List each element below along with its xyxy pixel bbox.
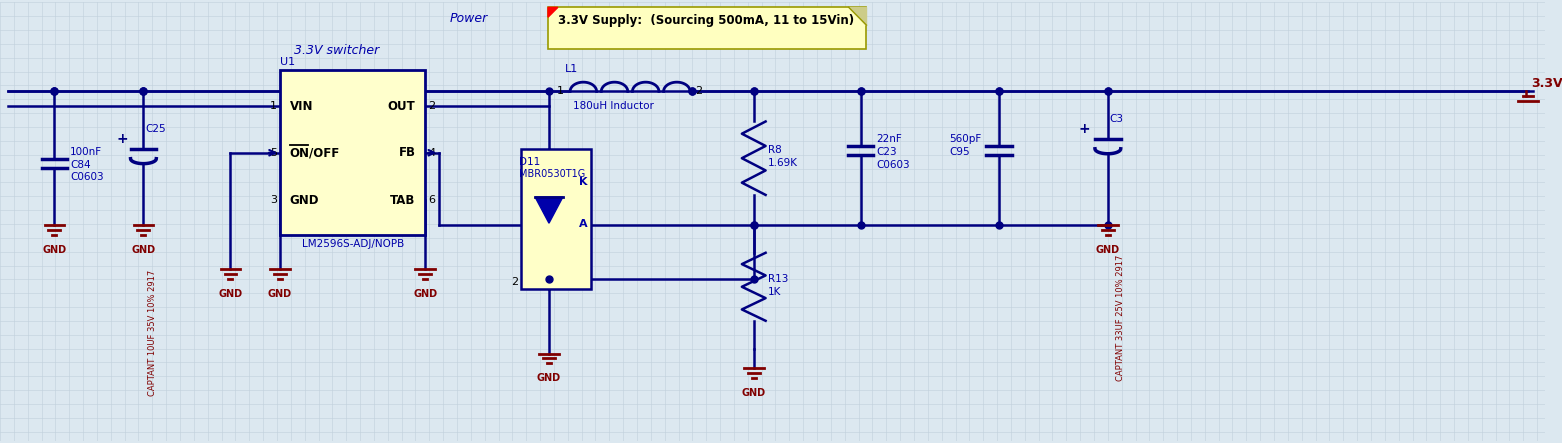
Text: D11: D11 xyxy=(519,157,540,167)
Text: 3: 3 xyxy=(270,195,276,205)
Text: K: K xyxy=(580,178,587,187)
Text: 1.69K: 1.69K xyxy=(767,158,798,168)
Text: GND: GND xyxy=(291,194,319,207)
Text: ON/OFF: ON/OFF xyxy=(291,146,341,159)
Text: GND: GND xyxy=(742,388,765,398)
Text: GND: GND xyxy=(1097,245,1120,255)
Text: R13: R13 xyxy=(767,274,787,284)
Text: TAB: TAB xyxy=(390,194,415,207)
Text: 3.3V: 3.3V xyxy=(1531,77,1562,90)
Text: 4: 4 xyxy=(428,148,436,158)
FancyBboxPatch shape xyxy=(548,8,867,49)
Text: 5: 5 xyxy=(270,148,276,158)
Text: Power: Power xyxy=(450,12,487,25)
Text: 22nF: 22nF xyxy=(876,134,903,144)
Text: CAPTANT 33UF 25V 10% 2917: CAPTANT 33UF 25V 10% 2917 xyxy=(1115,255,1125,381)
Text: MBR0530T1G: MBR0530T1G xyxy=(519,169,586,179)
Text: C0603: C0603 xyxy=(70,172,103,183)
FancyBboxPatch shape xyxy=(280,70,425,235)
Text: U1: U1 xyxy=(280,57,295,67)
Text: 180uH Inductor: 180uH Inductor xyxy=(573,101,653,111)
Text: GND: GND xyxy=(537,373,561,383)
Text: C3: C3 xyxy=(1111,114,1123,124)
Text: CAPTANT 10UF 35V 10% 2917: CAPTANT 10UF 35V 10% 2917 xyxy=(148,269,158,396)
Text: A: A xyxy=(580,219,587,229)
Text: 3.3V switcher: 3.3V switcher xyxy=(294,44,380,57)
Polygon shape xyxy=(536,197,562,223)
FancyBboxPatch shape xyxy=(522,149,590,289)
Text: R8: R8 xyxy=(767,145,781,155)
Text: GND: GND xyxy=(42,245,67,255)
Polygon shape xyxy=(848,8,867,25)
Text: 3.3V Supply:  (Sourcing 500mA, 11 to 15Vin): 3.3V Supply: (Sourcing 500mA, 11 to 15Vi… xyxy=(558,14,854,27)
Text: FB: FB xyxy=(398,146,415,159)
Text: VIN: VIN xyxy=(291,100,314,113)
Text: 2: 2 xyxy=(695,86,703,97)
Text: 100nF: 100nF xyxy=(70,147,103,157)
Text: +: + xyxy=(1078,122,1090,136)
Text: OUT: OUT xyxy=(387,100,415,113)
Text: GND: GND xyxy=(219,289,242,299)
Text: 1: 1 xyxy=(556,86,564,97)
Text: C23: C23 xyxy=(876,147,897,157)
Text: 2: 2 xyxy=(428,101,436,111)
Text: C25: C25 xyxy=(145,124,166,134)
Text: GND: GND xyxy=(131,245,156,255)
Text: 1K: 1K xyxy=(767,287,781,297)
Text: 6: 6 xyxy=(428,195,436,205)
Text: C0603: C0603 xyxy=(876,159,911,170)
Text: LM2596S-ADJ/NOPB: LM2596S-ADJ/NOPB xyxy=(301,239,403,249)
Text: GND: GND xyxy=(267,289,292,299)
Polygon shape xyxy=(548,8,558,17)
Text: L1: L1 xyxy=(565,64,578,74)
Text: +: + xyxy=(117,132,128,146)
Text: 2: 2 xyxy=(511,277,519,287)
Text: GND: GND xyxy=(414,289,437,299)
Text: 1: 1 xyxy=(270,101,276,111)
Text: C84: C84 xyxy=(70,159,91,170)
Text: C95: C95 xyxy=(950,147,970,157)
Text: 560pF: 560pF xyxy=(950,134,982,144)
